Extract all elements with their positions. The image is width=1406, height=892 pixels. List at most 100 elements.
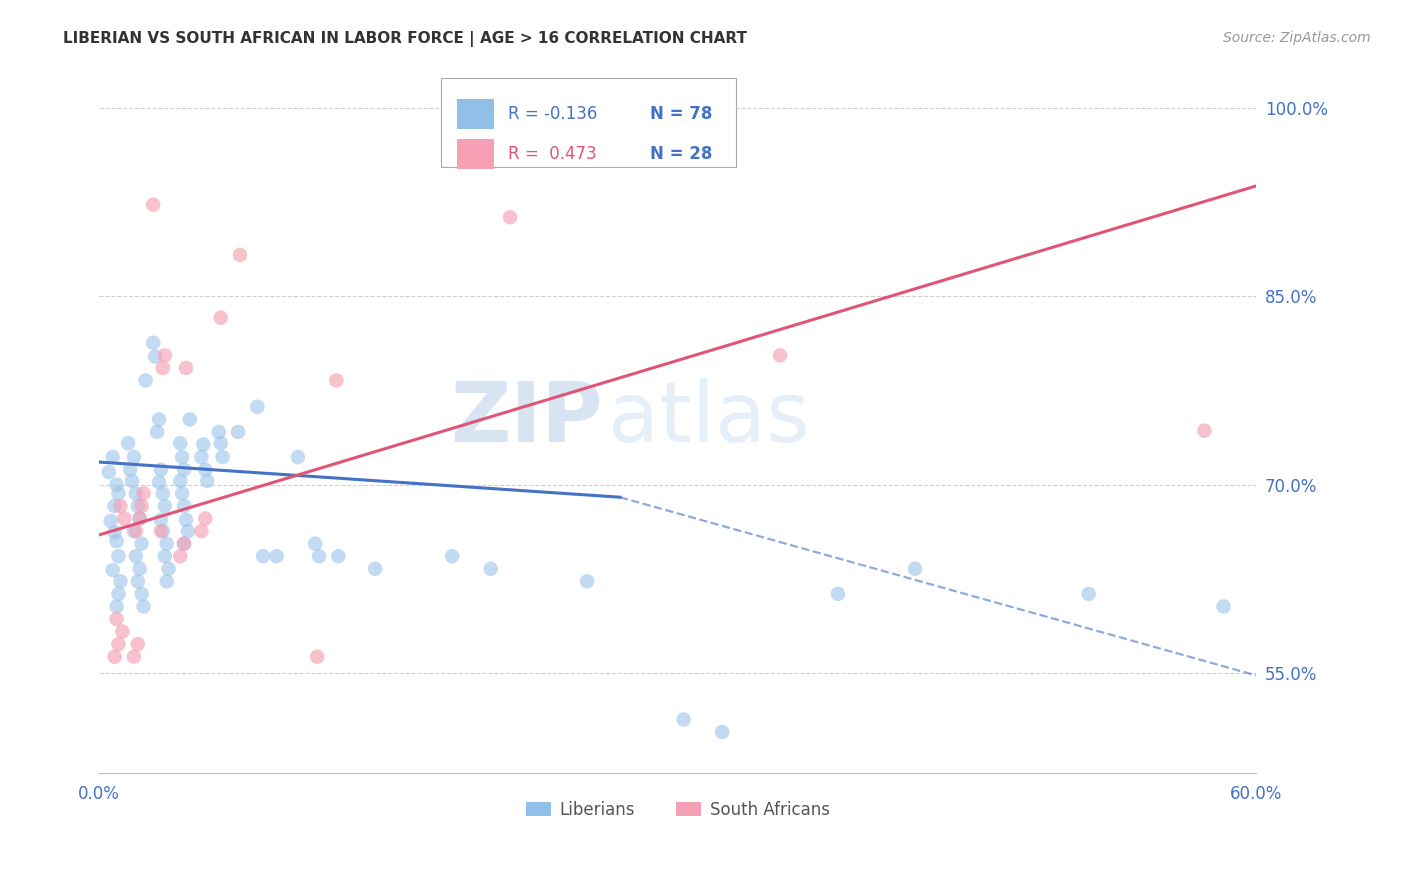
Point [152, 360, 174, 375]
Point [169, 436, 191, 450]
Point [101, 563, 124, 577]
Text: ZIP: ZIP [450, 378, 603, 459]
Point [107, 587, 129, 601]
Bar [457, 139, 494, 169]
Point [499, 211, 522, 225]
Point [107, 486, 129, 500]
Text: N = 28: N = 28 [650, 145, 713, 162]
Point [173, 536, 195, 550]
Point [149, 462, 172, 476]
Point [153, 499, 176, 513]
Point [127, 499, 149, 513]
Point [121, 474, 143, 488]
Point [441, 549, 464, 564]
Point [101, 450, 124, 464]
Point [117, 436, 139, 450]
Point [125, 486, 148, 500]
Text: Source: ZipAtlas.com: Source: ZipAtlas.com [1223, 31, 1371, 45]
Point [266, 549, 288, 564]
Text: R =  0.473: R = 0.473 [508, 145, 596, 162]
Point [128, 562, 150, 576]
Point [173, 536, 195, 550]
Point [122, 524, 145, 538]
Point [143, 350, 166, 364]
Point [177, 524, 200, 538]
Point [194, 462, 217, 476]
Point [149, 513, 172, 527]
Point [169, 549, 191, 564]
Point [112, 511, 135, 525]
FancyBboxPatch shape [440, 78, 735, 167]
Legend: Liberians, South Africans: Liberians, South Africans [519, 794, 837, 825]
Point [148, 412, 170, 426]
Point [125, 524, 148, 538]
Point [127, 637, 149, 651]
Point [904, 562, 927, 576]
Point [105, 477, 128, 491]
Point [672, 713, 695, 727]
Point [179, 412, 201, 426]
Point [174, 513, 197, 527]
Point [479, 562, 502, 576]
Y-axis label: In Labor Force | Age > 16: In Labor Force | Age > 16 [0, 321, 8, 516]
Point [193, 437, 215, 451]
Point [100, 514, 122, 528]
Point [105, 599, 128, 614]
Point [156, 574, 179, 589]
Point [307, 649, 329, 664]
Point [325, 374, 347, 388]
Point [229, 248, 252, 262]
Point [131, 587, 153, 601]
Point [149, 524, 172, 538]
Point [128, 511, 150, 525]
Point [209, 310, 232, 325]
Point [153, 348, 176, 362]
Point [226, 425, 249, 439]
Point [364, 562, 387, 576]
Point [152, 524, 174, 538]
Point [194, 511, 217, 525]
Point [128, 511, 150, 525]
Point [132, 599, 155, 614]
Point [148, 475, 170, 490]
Point [120, 462, 142, 476]
Point [173, 462, 195, 476]
Point [173, 499, 195, 513]
Point [146, 425, 169, 439]
Point [1077, 587, 1099, 601]
Point [172, 486, 194, 500]
Point [328, 549, 350, 564]
Point [209, 436, 232, 450]
Point [142, 197, 165, 211]
Text: atlas: atlas [609, 378, 810, 459]
Point [252, 549, 274, 564]
Point [169, 474, 191, 488]
Point [125, 549, 148, 564]
Point [132, 486, 155, 500]
Point [174, 360, 197, 375]
Point [190, 450, 212, 464]
Point [127, 574, 149, 589]
Point [110, 574, 132, 589]
Point [208, 425, 231, 439]
Point [308, 549, 330, 564]
Point [104, 499, 127, 513]
Point [769, 348, 792, 362]
Point [711, 725, 734, 739]
Point [172, 450, 194, 464]
Point [107, 637, 129, 651]
Point [156, 536, 179, 550]
Point [111, 624, 134, 639]
Point [152, 486, 174, 500]
Bar [457, 99, 494, 128]
Point [1194, 424, 1216, 438]
Point [287, 450, 309, 464]
Point [104, 649, 127, 664]
Point [1212, 599, 1234, 614]
Point [304, 536, 326, 550]
Point [576, 574, 599, 589]
Point [211, 450, 233, 464]
Point [827, 587, 849, 601]
Point [105, 612, 128, 626]
Point [134, 374, 156, 388]
